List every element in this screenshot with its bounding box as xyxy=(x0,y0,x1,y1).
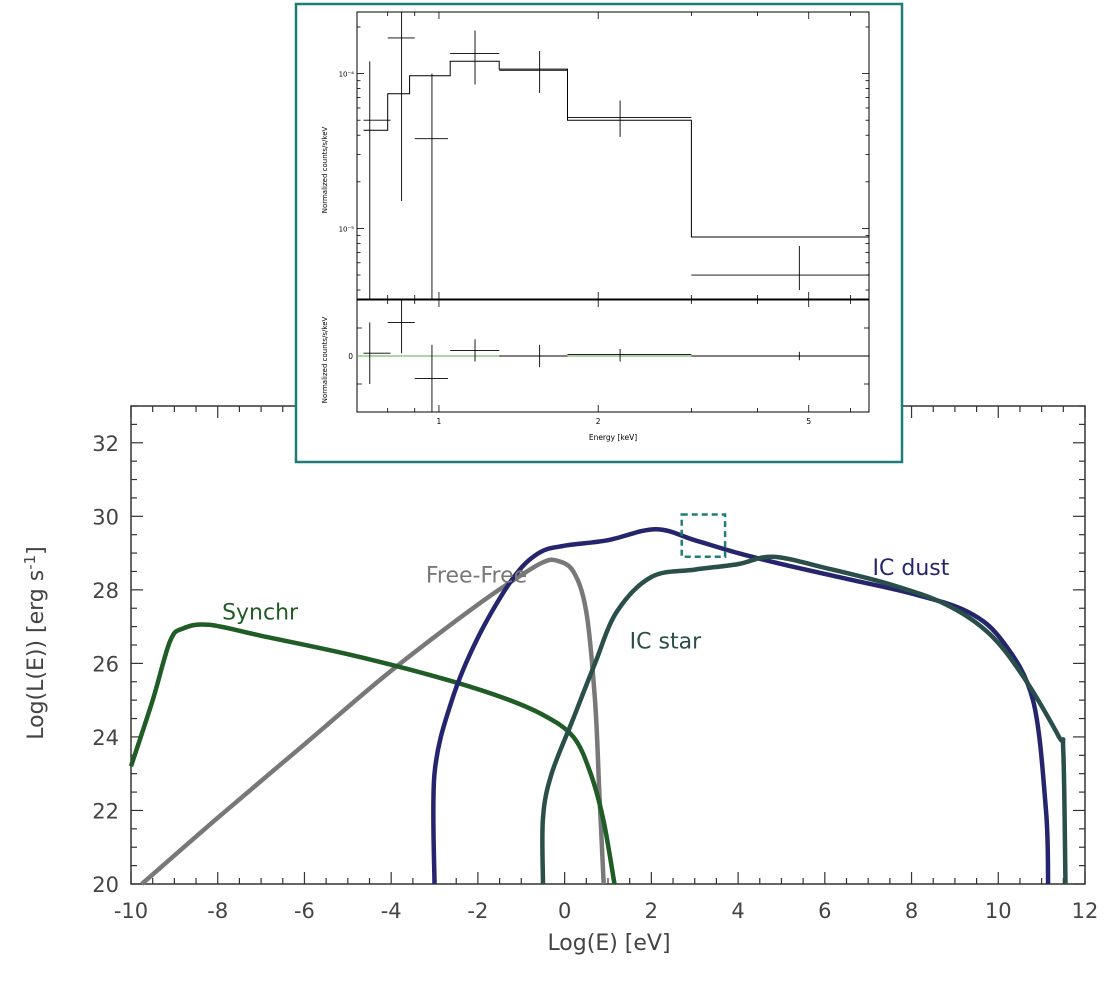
inset-x-axis-label: Energy [keV] xyxy=(589,433,637,442)
inset-top-panel-frame xyxy=(356,11,870,300)
main-y-tick-label: 22 xyxy=(92,799,119,823)
inset-residual-point xyxy=(363,322,391,384)
inset-background xyxy=(294,2,904,464)
main-y-tick-label: 24 xyxy=(92,726,119,750)
inset-spectrum-chart: 1 2 5 10⁻⁴ 10⁻⁵ 0 Energy [keV] Normalized cou… xyxy=(294,2,904,464)
inset-data-point xyxy=(691,245,869,291)
main-y-tick-label: 20 xyxy=(92,873,119,897)
main-y-tick-label: 32 xyxy=(92,432,119,456)
main-axis-ticks xyxy=(130,405,1086,885)
annotation-freefree: Free-Free xyxy=(426,563,527,588)
main-y-tick-label: 30 xyxy=(92,505,119,529)
annotation-icdust: IC dust xyxy=(873,556,950,581)
main-x-tick-label: -4 xyxy=(381,899,402,923)
highlight-box xyxy=(680,513,727,559)
inset-residual-point xyxy=(414,344,448,412)
inset-x-tick-label: 2 xyxy=(596,417,601,426)
main-y-tick-label: 28 xyxy=(92,579,119,603)
main-y-axis-label: Log(L(E)) [erg s-1] xyxy=(21,546,49,740)
inset-data-point xyxy=(387,12,415,202)
inset-x-tick-label: 5 xyxy=(806,417,811,426)
main-plot-frame xyxy=(130,405,1086,885)
main-x-tick-label: -10 xyxy=(114,899,148,923)
inset-bottom-y-tick-label: 0 xyxy=(348,352,353,361)
inset-residual-point xyxy=(450,339,500,362)
inset-residual-point xyxy=(567,349,692,362)
inset-residuals xyxy=(357,300,869,412)
inset-top-y-tick-label: 10⁻⁴ xyxy=(339,71,355,79)
main-x-tick-label: 0 xyxy=(558,899,571,923)
main-x-tick-label: 6 xyxy=(818,899,831,923)
inset-data-points xyxy=(363,12,869,299)
inset-residual-point xyxy=(691,351,869,361)
main-y-axis-label-sup: -1 xyxy=(21,555,39,570)
main-x-tick-label: 2 xyxy=(645,899,658,923)
inset-axis-ticks xyxy=(357,12,869,413)
main-x-tick-label: 12 xyxy=(1072,899,1099,923)
main-x-tick-label: -6 xyxy=(294,899,315,923)
main-series xyxy=(128,526,1068,886)
inset-tick-labels: 1 2 5 10⁻⁴ 10⁻⁵ 0 xyxy=(339,71,812,426)
inset-residual-point xyxy=(387,300,415,354)
inset-top-y-axis-label: Normalized counts/s/keV xyxy=(321,127,329,214)
main-annotations: Synchr Free-Free IC dust IC star xyxy=(222,556,950,655)
main-x-tick-label: 8 xyxy=(905,899,918,923)
main-x-tick-label: -2 xyxy=(467,899,488,923)
series-line-freefree xyxy=(140,557,606,886)
series-line-icstar xyxy=(540,554,1068,885)
main-y-axis-label-main: Log(L(E)) [erg s xyxy=(24,570,49,740)
main-x-tick-label: 4 xyxy=(731,899,744,923)
main-y-tick-label: 26 xyxy=(92,652,119,676)
inset-residual-point xyxy=(499,344,568,368)
main-x-axis-label: Log(E) [eV] xyxy=(547,931,670,956)
inset-x-tick-label: 1 xyxy=(437,417,442,426)
main-x-tick-label: 10 xyxy=(985,899,1012,923)
main-x-tick-label: -8 xyxy=(207,899,228,923)
annotation-synchr: Synchr xyxy=(222,600,299,625)
inset-data-point xyxy=(414,73,448,299)
inset-data-point xyxy=(499,50,568,93)
annotation-icstar: IC star xyxy=(630,630,702,655)
inset-bottom-y-axis-label: Normalized counts/s/keV xyxy=(321,317,329,404)
main-y-axis-label-end: ] xyxy=(24,546,49,555)
series-line-synchr xyxy=(128,622,617,885)
inset-data-point xyxy=(567,100,692,137)
inset-data-point xyxy=(363,61,391,299)
inset-data-point xyxy=(450,30,500,85)
series-line-icdust xyxy=(431,526,1051,885)
inset-top-y-tick-label: 10⁻⁵ xyxy=(339,225,355,233)
